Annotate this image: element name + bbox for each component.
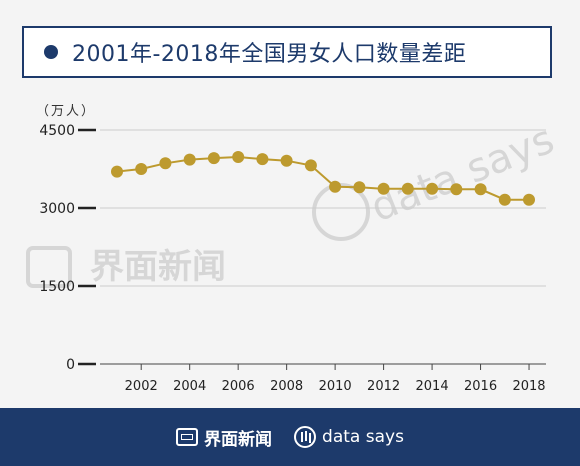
x-tick-label: 2006 <box>222 379 255 394</box>
line-chart: 界面新闻 data says 0 1500 3000 4500 2002 2004 2006 20… <box>26 116 561 394</box>
data-point <box>232 151 245 163</box>
data-point <box>353 181 366 194</box>
x-tick-label: 2008 <box>270 379 303 394</box>
x-tick-label: 2012 <box>367 379 400 394</box>
data-point <box>426 182 439 195</box>
x-tick-label: 2018 <box>512 379 545 394</box>
data-point <box>207 152 220 165</box>
data-point <box>111 165 123 178</box>
x-tick-label: 2016 <box>464 379 497 394</box>
watermark-brand-en: data says <box>365 116 561 231</box>
watermark-brand-cn: 界面新闻 <box>90 247 226 287</box>
x-tick-label: 2004 <box>173 379 206 394</box>
x-tick-label: 2014 <box>416 379 449 394</box>
y-axis-unit-label: （万人） <box>36 104 97 119</box>
y-tick-label: 4500 <box>39 123 75 139</box>
title-bullet-icon <box>44 45 58 59</box>
jiemian-logo-icon <box>176 428 199 446</box>
y-tick-label: 1500 <box>39 279 75 295</box>
data-point <box>474 183 487 196</box>
data-point <box>135 163 148 175</box>
footer-bar: 界面新闻 data says <box>0 408 580 466</box>
chart-title: 2001年-2018年全国男女人口数量差距 <box>72 42 467 67</box>
data-point <box>401 182 414 195</box>
footer-brand-en: data says <box>322 427 404 447</box>
footer-brand-jiemian: 界面新闻 <box>176 425 272 450</box>
data-point <box>256 153 269 166</box>
data-point <box>329 180 342 193</box>
footer-brand-cn: 界面新闻 <box>204 429 273 450</box>
data-says-logo-icon <box>294 426 317 448</box>
data-point <box>498 193 511 206</box>
data-point <box>159 157 172 170</box>
footer-brand-datasays: data says <box>294 426 404 448</box>
data-point <box>304 159 317 172</box>
data-point <box>280 154 293 167</box>
data-point <box>523 193 535 206</box>
watermark-logo-icon <box>26 246 72 288</box>
data-point <box>183 153 196 166</box>
y-tick-label: 0 <box>66 357 75 373</box>
x-tick-label: 2010 <box>319 379 352 394</box>
watermark-data-says-icon <box>312 183 370 241</box>
title-box: 2001年-2018年全国男女人口数量差距 <box>22 26 552 78</box>
data-point <box>377 182 390 195</box>
data-point <box>450 183 463 196</box>
x-tick-label: 2002 <box>125 379 158 394</box>
y-tick-label: 3000 <box>39 201 75 217</box>
